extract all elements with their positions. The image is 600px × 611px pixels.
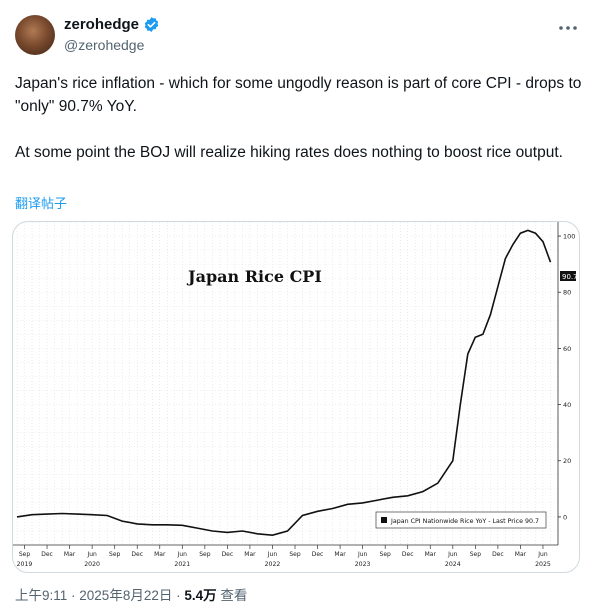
x-axis-ticks: Sep Dec Mar Jun Sep Dec Mar Jun Sep Dec Mar Jun Sep D…: [17, 545, 551, 568]
y-axis-labels: 0 20 40 60 80 100: [558, 233, 575, 521]
x-tick-label: Dec: [402, 551, 414, 558]
series-line-rice-cpi: [16, 229, 552, 537]
x-tick-label: Mar: [64, 551, 76, 558]
x-tick-label: Sep: [289, 551, 301, 558]
x-tick-label: Dec: [131, 551, 143, 558]
verified-badge-icon: [144, 17, 159, 32]
chart-legend: Japan CPI Nationwide Rice YoY - Last Pri…: [375, 511, 547, 529]
author-handle[interactable]: @zerohedge: [64, 37, 145, 53]
chart-title: Japan Rice CPI: [186, 267, 322, 286]
x-tick-label: Mar: [334, 551, 346, 558]
x-tick-label: Mar: [154, 551, 166, 558]
x-tick-label: Sep: [470, 551, 482, 558]
last-price-label: 90.7: [562, 273, 578, 281]
x-tick-label: Mar: [244, 551, 256, 558]
x-tick-label: Mar: [515, 551, 527, 558]
tweet-paragraph-1: Japan's rice inflation - which for some …: [15, 75, 582, 115]
chart-image[interactable]: Sep Dec Mar Jun Sep Dec Mar Jun Sep Dec Mar Jun Sep D…: [12, 221, 580, 573]
x-tick-label: Jun: [357, 551, 368, 558]
x-tick-label: Mar: [425, 551, 437, 558]
x-tick-label: Dec: [41, 551, 53, 558]
x-tick-label: Dec: [312, 551, 324, 558]
rice-cpi-chart: Sep Dec Mar Jun Sep Dec Mar Jun Sep Dec Mar Jun Sep D…: [13, 222, 578, 568]
views-label: 查看: [216, 588, 248, 603]
author-display-name[interactable]: zerohedge: [64, 16, 140, 33]
x-tick-label: Jun: [537, 551, 548, 558]
x-tick-label: Sep: [380, 551, 392, 558]
y-tick-label: 80: [563, 289, 571, 297]
x-tick-label: Jun: [86, 551, 97, 558]
tweet-date[interactable]: 2025年8月22日: [79, 588, 173, 603]
x-tick-label: Jun: [447, 551, 458, 558]
x-tick-label: Sep: [19, 551, 31, 558]
tweet-body: Japan's rice inflation - which for some …: [15, 72, 585, 187]
x-tick-label: Sep: [199, 551, 211, 558]
x-year-label: 2022: [265, 561, 281, 568]
x-tick-label: Dec: [222, 551, 234, 558]
author-name-row: zerohedge: [64, 16, 160, 33]
tweet-meta: 上午9:11 · 2025年8月22日 · 5.4万 查看: [15, 588, 248, 603]
translate-post-link[interactable]: 翻译帖子: [15, 196, 68, 211]
x-tick-label: Dec: [492, 551, 504, 558]
y-tick-label: 20: [563, 457, 571, 465]
author-avatar[interactable]: [15, 15, 55, 55]
y-tick-label: 100: [563, 233, 575, 241]
x-year-label: 2021: [174, 561, 190, 568]
y-tick-label: 0: [563, 513, 567, 521]
x-year-label: 2020: [84, 561, 100, 568]
views-count: 5.4万: [184, 588, 217, 603]
x-year-label: 2023: [355, 561, 371, 568]
y-tick-label: 40: [563, 401, 571, 409]
chart-grid: [13, 222, 559, 546]
x-tick-label: Sep: [109, 551, 121, 558]
more-options-icon[interactable]: [556, 18, 580, 38]
x-year-label: 2025: [535, 561, 551, 568]
legend-label: Japan CPI Nationwide Rice YoY - Last Pri…: [390, 518, 539, 525]
y-tick-label: 60: [563, 345, 571, 353]
x-year-label: 2024: [445, 561, 461, 568]
x-tick-label: Jun: [267, 551, 278, 558]
tweet-paragraph-2: At some point the BOJ will realize hikin…: [15, 144, 563, 161]
tweet-time[interactable]: 上午9:11: [15, 588, 68, 603]
x-tick-label: Jun: [177, 551, 188, 558]
x-year-label: 2019: [17, 561, 33, 568]
last-price-marker: 90.7: [560, 271, 578, 281]
